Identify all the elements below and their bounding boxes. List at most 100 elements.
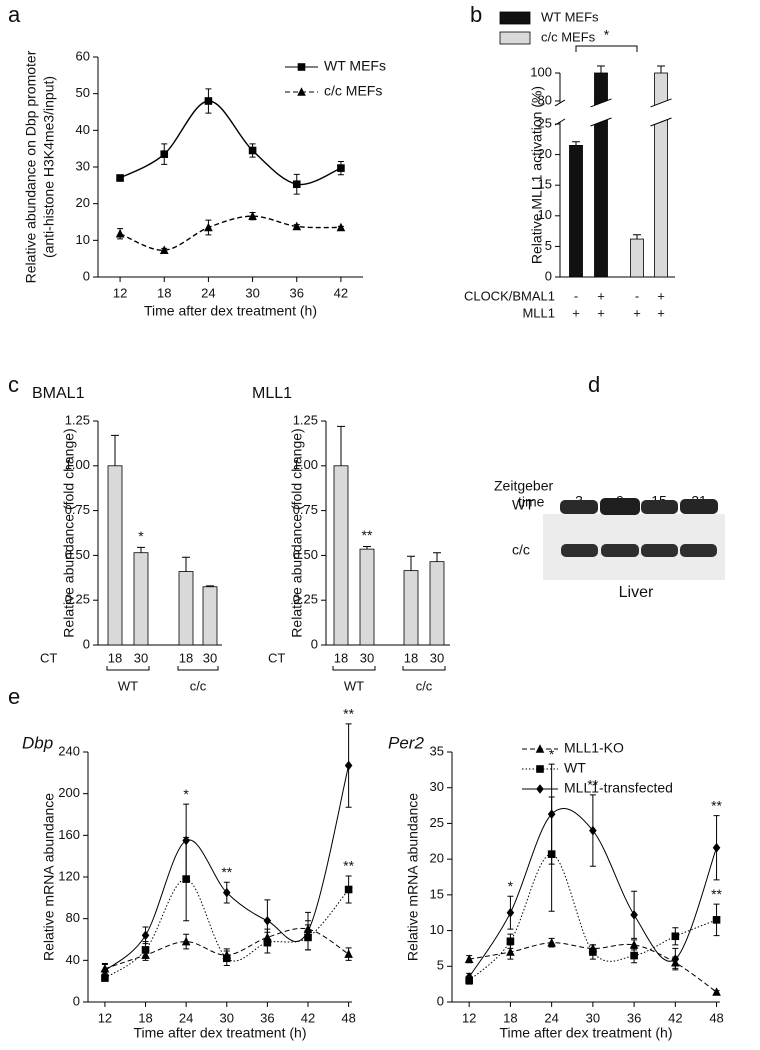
x-tick-label: 12	[462, 1010, 476, 1025]
y-tick-label: 30	[430, 779, 444, 794]
series-line	[119, 215, 341, 251]
marker	[222, 887, 231, 898]
y-tick-label: 0.50	[293, 547, 318, 562]
marker	[589, 825, 597, 836]
group-bracket	[402, 666, 446, 671]
error-bar	[137, 546, 145, 553]
x-tick-label: 36	[260, 1010, 274, 1025]
legend-marker	[535, 744, 545, 753]
error-bar	[111, 434, 119, 466]
marker	[141, 946, 150, 954]
x-tick-label: 30	[430, 650, 444, 665]
condition-value: +	[597, 288, 605, 303]
y-tick-label: 0	[73, 993, 80, 1008]
error-bar	[363, 545, 371, 550]
tissue-label: Liver	[619, 584, 654, 601]
y-tick-label: 80	[538, 92, 552, 107]
marker	[506, 907, 515, 918]
error-bar	[182, 556, 190, 572]
significance: **	[362, 527, 373, 543]
y-tick-label: 120	[58, 868, 80, 883]
bar	[178, 571, 194, 646]
y-tick-label: 10	[430, 922, 444, 937]
x-axis-label: Time after dex treatment (h)	[500, 1025, 673, 1041]
error-bar	[407, 555, 415, 571]
bar-break	[650, 98, 672, 127]
y-tick-label: 5	[545, 238, 552, 253]
x-tick-label: 30	[586, 1010, 600, 1025]
marker	[344, 885, 353, 894]
significance: *	[508, 878, 514, 894]
panel-letter: d	[588, 372, 600, 397]
y-tick-label: 0	[83, 636, 90, 651]
condition-label: MLL1	[522, 305, 555, 320]
legend-label: c/c MEFs	[541, 29, 596, 44]
y-tick-label: 0.75	[293, 502, 318, 517]
y-tick-label: 0.25	[65, 592, 90, 607]
y-axis-label: Relative mRNA abundance	[41, 793, 57, 961]
significance: *	[183, 786, 189, 802]
significance: **	[221, 864, 232, 880]
x-tick-label: 48	[341, 1010, 355, 1025]
x-axis-label: Time after dex treatment (h)	[134, 1025, 307, 1041]
y-tick-label: 20	[76, 195, 90, 210]
bar	[333, 465, 349, 646]
marker	[629, 940, 639, 949]
y-tick-label: 25	[538, 115, 552, 130]
bar	[403, 570, 419, 646]
bar	[630, 238, 644, 278]
marker	[464, 954, 474, 963]
significance: *	[138, 528, 144, 544]
legend-marker	[297, 87, 306, 96]
legend-swatch	[499, 31, 531, 45]
x-tick-label: 42	[334, 285, 348, 300]
y-tick-label: 10	[76, 232, 90, 247]
marker	[547, 937, 556, 947]
marker	[160, 150, 169, 158]
row-label: WT	[512, 497, 534, 513]
bar-break	[652, 99, 670, 125]
bar-break	[590, 98, 612, 127]
marker	[344, 949, 353, 958]
group-bracket	[106, 666, 150, 671]
y-tick-label: 0	[437, 993, 444, 1008]
legend-label: MLL1-KO	[564, 740, 624, 756]
band	[600, 498, 640, 515]
y-tick-label: 1.25	[65, 412, 90, 427]
marker	[506, 937, 515, 946]
x-tick-label: 18	[157, 285, 171, 300]
error-bar	[597, 65, 605, 73]
group-label: c/c	[416, 678, 433, 693]
y-tick-label: 160	[58, 827, 80, 842]
y-tick-label: 0.75	[65, 502, 90, 517]
x-axis-label: CT	[268, 650, 285, 665]
error-bar	[206, 585, 214, 587]
y-tick-label: 0	[545, 268, 552, 283]
marker	[630, 951, 638, 960]
marker	[248, 211, 257, 220]
bar	[107, 465, 123, 646]
x-tick-label: 36	[627, 1010, 641, 1025]
band	[680, 499, 718, 514]
legend-marker	[536, 784, 544, 794]
marker	[344, 760, 353, 771]
x-tick-label: 30	[203, 650, 217, 665]
y-tick-label: 0.25	[293, 592, 318, 607]
condition-value: +	[657, 305, 665, 320]
series-line	[468, 853, 717, 981]
marker	[263, 938, 272, 947]
marker	[159, 245, 169, 255]
x-tick-label: 18	[503, 1010, 517, 1025]
y-tick-label: 0	[83, 268, 90, 283]
legend-label: c/c MEFs	[324, 83, 382, 99]
error-bar	[337, 425, 345, 466]
y-axis-label: Relative mRNA abundance	[405, 793, 421, 961]
x-tick-label: 30	[245, 285, 259, 300]
condition-value: +	[657, 288, 665, 303]
blot-panel: d Zeitgeber time 3 9 15 21 WT c/c Liver	[494, 372, 725, 601]
marker	[204, 222, 213, 232]
y-tick-label: 100	[530, 64, 552, 79]
x-tick-label: 30	[134, 650, 148, 665]
y-axis-label: Relative abundance (fold change)	[61, 428, 77, 637]
